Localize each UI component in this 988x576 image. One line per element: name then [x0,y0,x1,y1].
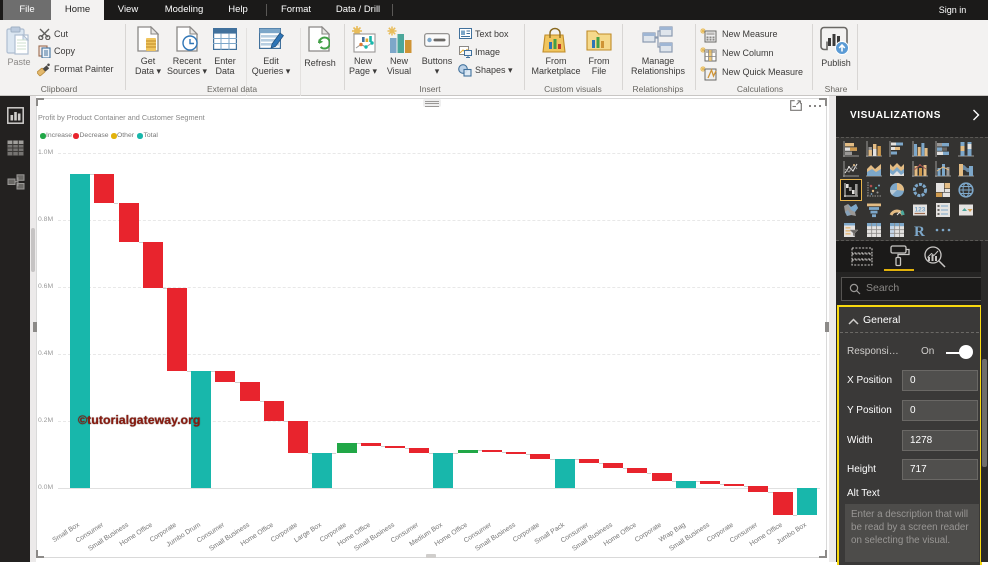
svg-text:123: 123 [915,207,926,214]
svg-text:R: R [914,224,925,238]
